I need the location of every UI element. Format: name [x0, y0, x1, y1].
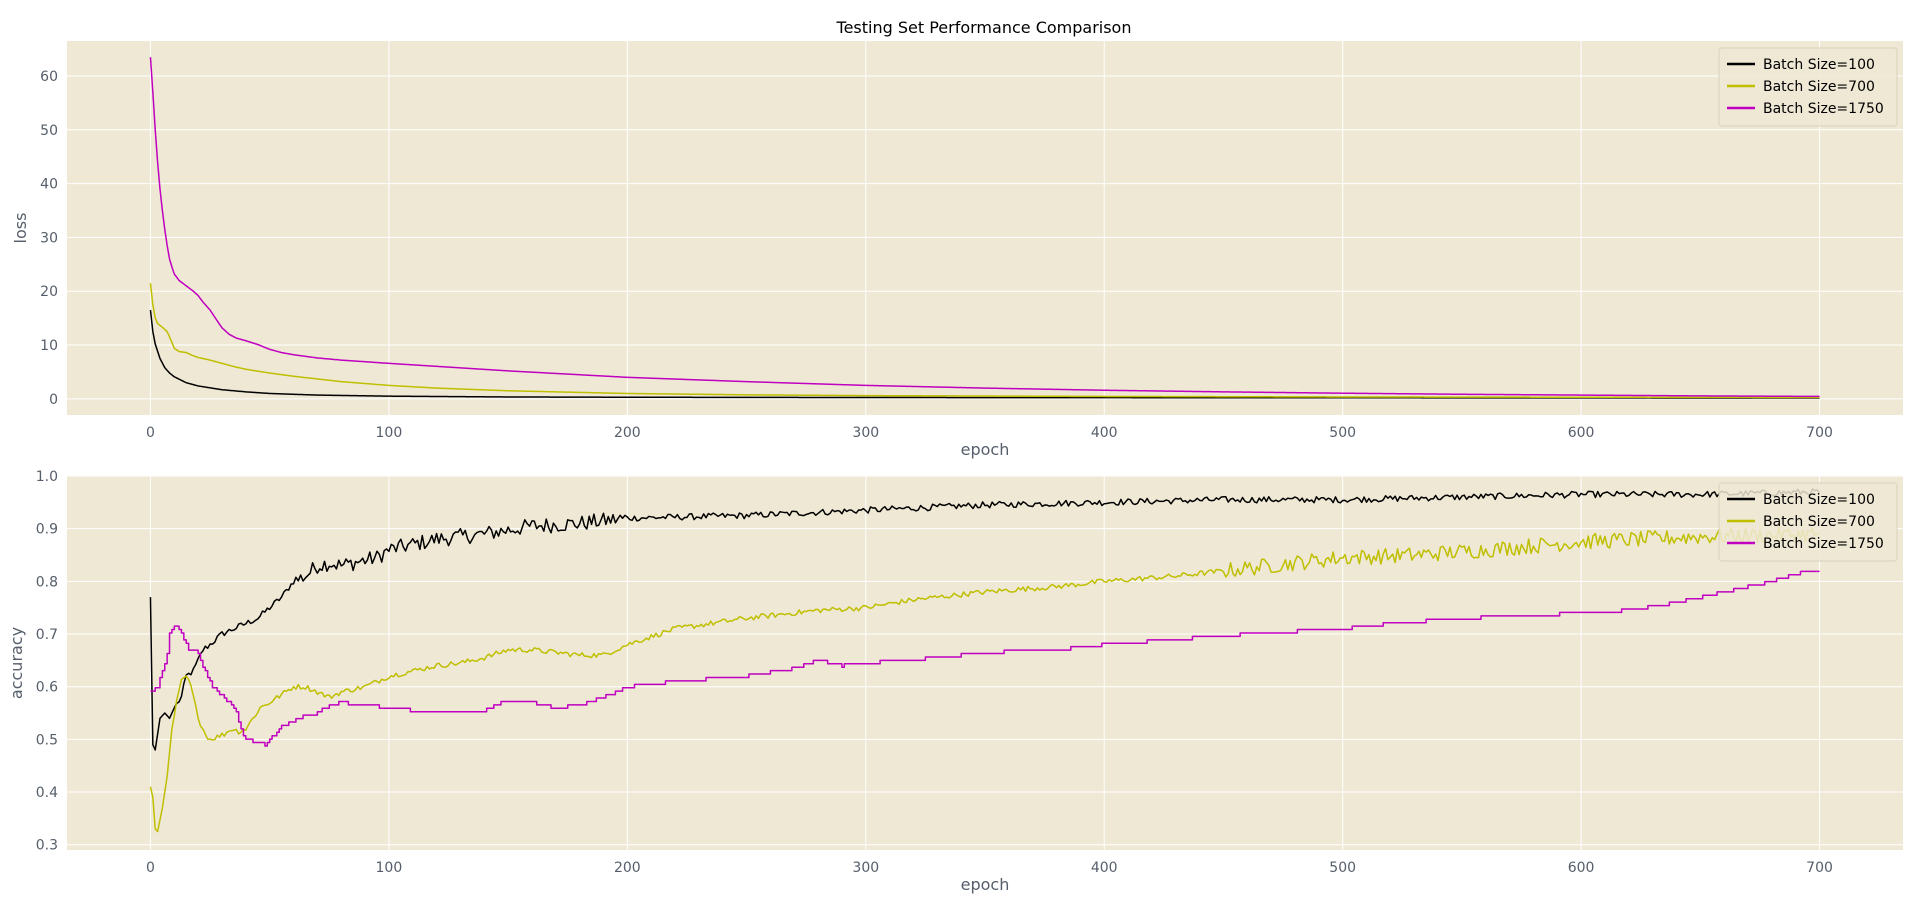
- legend-entry: Batch Size=1750: [1763, 536, 1884, 552]
- legend-entry: Batch Size=100: [1763, 57, 1875, 73]
- y-axis-label: accuracy: [7, 627, 26, 699]
- x-tick-label: 700: [1806, 860, 1833, 876]
- x-tick-label: 700: [1806, 425, 1833, 441]
- series-line: [149, 526, 1820, 833]
- x-axis-label: epoch: [961, 440, 1010, 459]
- chart-title: Testing Set Performance Comparison: [836, 18, 1132, 37]
- legend-entry: Batch Size=1750: [1763, 101, 1884, 117]
- legend-entry: Batch Size=700: [1763, 514, 1875, 530]
- x-tick-label: 0: [146, 425, 155, 441]
- x-tick-label: 200: [614, 860, 641, 876]
- legend-entry: Batch Size=700: [1763, 79, 1875, 95]
- y-tick-label: 0.4: [36, 785, 58, 801]
- y-tick-label: 40: [40, 177, 58, 193]
- y-tick-label: 20: [40, 284, 58, 300]
- y-tick-label: 1.0: [36, 469, 58, 485]
- x-tick-label: 200: [614, 425, 641, 441]
- y-tick-label: 60: [40, 69, 58, 85]
- x-tick-label: 500: [1329, 860, 1356, 876]
- y-tick-label: 50: [40, 123, 58, 139]
- y-tick-label: 0.9: [36, 522, 58, 538]
- accuracy-plot: 0 100 200 300 400 500 600 700 0.3 0.4 0.5 0.6 0.7 0.8…: [7, 469, 1903, 894]
- y-tick-label: 0.5: [36, 732, 58, 748]
- loss-plot: 0 100 200 300 400 500 600 700 0 10 20 30 40 50 60 epoch…: [11, 41, 1903, 459]
- x-tick-label: 600: [1568, 860, 1595, 876]
- legend-box: [1718, 482, 1898, 562]
- plot-area: [67, 476, 1903, 850]
- plot-area: [67, 41, 1903, 415]
- legend-box: [1718, 47, 1898, 127]
- x-tick-label: 500: [1329, 425, 1356, 441]
- y-axis-label: loss: [11, 213, 30, 244]
- y-tick-label: 30: [40, 230, 58, 246]
- y-tick-label: 10: [40, 338, 58, 354]
- x-tick-label: 100: [376, 860, 403, 876]
- y-tick-label: 0: [49, 392, 58, 408]
- legend: Batch Size=100 Batch Size=700 Batch Size=1…: [1718, 482, 1898, 562]
- y-tick-label: 0.6: [36, 680, 58, 696]
- x-tick-label: 600: [1568, 425, 1595, 441]
- legend-entry: Batch Size=100: [1763, 492, 1875, 508]
- series-line: [149, 57, 1820, 398]
- x-tick-label: 300: [852, 860, 879, 876]
- x-axis-label: epoch: [961, 875, 1010, 894]
- series-line: [149, 488, 1821, 751]
- y-tick-label: 0.8: [36, 574, 58, 590]
- x-tick-label: 0: [146, 860, 155, 876]
- series-line: [150, 570, 1820, 747]
- y-tick-label: 0.3: [36, 838, 58, 854]
- series-line: [149, 283, 1820, 399]
- x-tick-label: 400: [1091, 425, 1118, 441]
- x-tick-label: 100: [376, 425, 403, 441]
- legend: Batch Size=100 Batch Size=700 Batch Size=1…: [1718, 47, 1898, 127]
- y-tick-label: 0.7: [36, 627, 58, 643]
- x-tick-label: 300: [852, 425, 879, 441]
- x-tick-label: 400: [1091, 860, 1118, 876]
